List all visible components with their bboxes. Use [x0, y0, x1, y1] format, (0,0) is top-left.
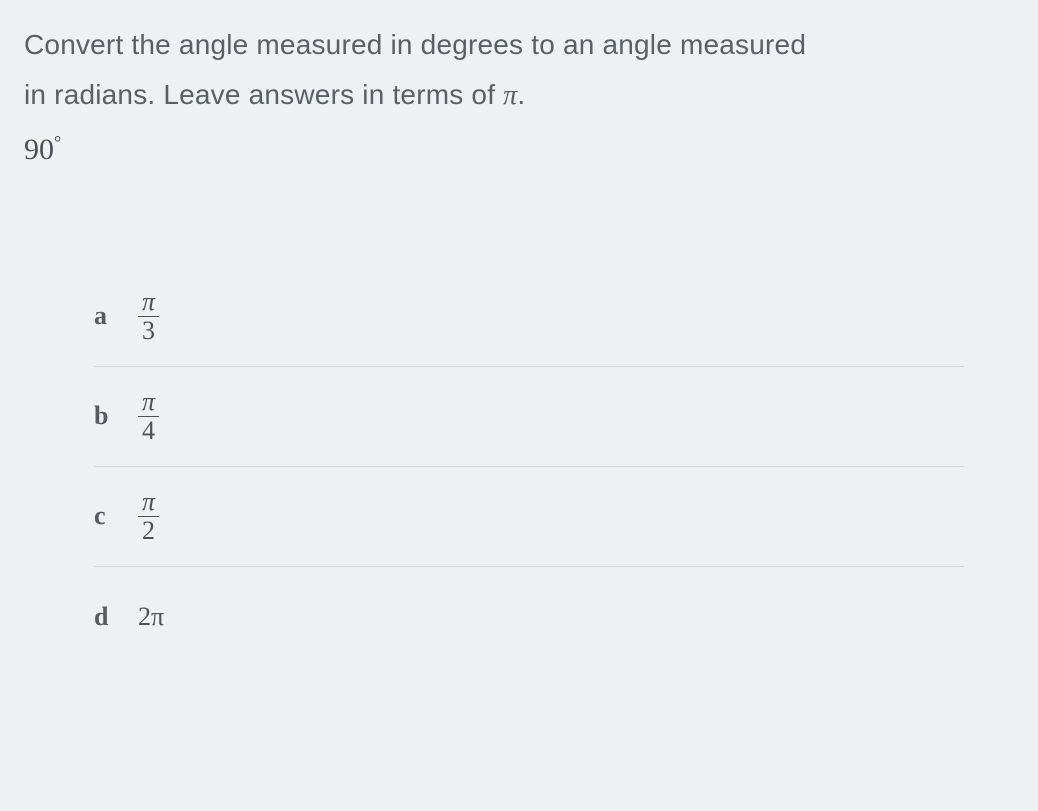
angle-value: 90°	[24, 132, 1014, 167]
question-line1: Convert the angle measured in degrees to…	[24, 29, 806, 60]
choice-b-fraction: π 4	[138, 388, 159, 444]
question-prompt: Convert the angle measured in degrees to…	[24, 20, 1014, 122]
choice-a-numerator: π	[138, 288, 159, 315]
choice-c-fraction: π 2	[138, 488, 159, 544]
choice-d-value: 2π	[138, 602, 164, 632]
answer-choices: a π 3 b π 4 c π 2 d 2π	[24, 267, 964, 667]
choice-a[interactable]: a π 3	[94, 267, 964, 367]
choice-letter-d: d	[94, 602, 138, 632]
choice-letter-c: c	[94, 501, 138, 531]
choice-d-text: 2π	[138, 602, 164, 631]
angle-number: 90	[24, 133, 54, 166]
choice-c[interactable]: c π 2	[94, 467, 964, 567]
choice-b[interactable]: b π 4	[94, 367, 964, 467]
choice-letter-b: b	[94, 401, 138, 431]
degree-symbol: °	[54, 132, 61, 152]
question-line2-suffix: .	[517, 79, 525, 110]
question-line2-prefix: in radians. Leave answers in terms of	[24, 79, 503, 110]
choice-c-numerator: π	[138, 488, 159, 515]
pi-symbol: π	[503, 80, 517, 111]
choice-letter-a: a	[94, 301, 138, 331]
choice-a-fraction: π 3	[138, 288, 159, 344]
choice-b-denominator: 4	[138, 417, 159, 444]
choice-a-denominator: 3	[138, 317, 159, 344]
choice-d[interactable]: d 2π	[94, 567, 964, 667]
choice-c-denominator: 2	[138, 517, 159, 544]
choice-b-numerator: π	[138, 388, 159, 415]
